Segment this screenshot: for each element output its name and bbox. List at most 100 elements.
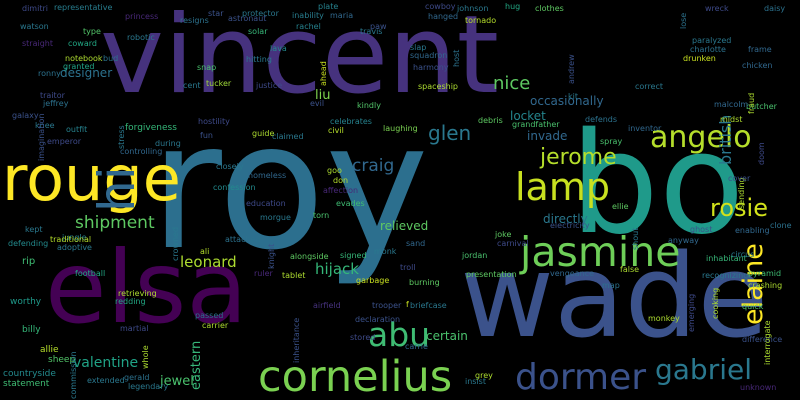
word-false: false: [620, 265, 640, 274]
word-goo: goo: [327, 166, 342, 175]
word-directly: directly: [543, 212, 588, 226]
word-cover: cover: [728, 174, 751, 183]
word-lamp: lamp: [515, 165, 610, 209]
word-traditional: traditional: [50, 235, 92, 244]
word-granted: granted: [63, 62, 95, 71]
word-inhabitant: inhabitant: [706, 254, 747, 263]
word-knight: knight: [267, 243, 276, 269]
word-locket: locket: [510, 109, 546, 123]
word-snap: snap: [197, 63, 217, 72]
word-valentine: valentine: [73, 355, 139, 371]
word-map: map: [602, 281, 620, 290]
word-torn: torn: [313, 211, 330, 220]
word-ghost: ghost: [690, 225, 713, 234]
word-hijack: hijack: [315, 260, 359, 278]
word-type: type: [83, 27, 101, 36]
word-shout: shout: [631, 227, 640, 250]
word-rip: rip: [22, 256, 36, 267]
word-butcher: butcher: [746, 102, 777, 111]
word-forgiveness: forgiveness: [125, 123, 177, 133]
word-confession: confession: [213, 183, 256, 192]
word-vincent: vincent: [100, 0, 499, 118]
word-celebrates: celebrates: [330, 117, 372, 126]
word-resigns: resigns: [180, 16, 209, 25]
word-closely: closely: [216, 162, 244, 171]
word-evades: evades: [336, 199, 365, 208]
word-shipment: shipment: [75, 213, 155, 233]
word-claimed: claimed: [272, 132, 304, 141]
word-hanged: hanged: [428, 12, 459, 21]
word-midst: midst: [720, 115, 743, 124]
word-fun: fun: [200, 131, 213, 140]
word-wreck: wreck: [705, 4, 729, 13]
word-joke: joke: [495, 230, 512, 239]
word-carrier: carrier: [202, 321, 229, 330]
word-occasionally: occasionally: [530, 94, 604, 108]
word-during: during: [155, 139, 181, 148]
word-cooking: cooking: [711, 287, 720, 319]
word-travis: travis: [360, 27, 383, 36]
word-jordan: jordan: [462, 251, 488, 260]
word-laughing: laughing: [383, 124, 418, 133]
word-homeless: homeless: [248, 171, 287, 180]
word-gabriel: gabriel: [655, 353, 753, 386]
word-designer: designer: [60, 66, 113, 80]
word-monk: monk: [374, 247, 397, 256]
word-anyway: anyway: [668, 236, 699, 245]
word-tablet: tablet: [282, 271, 306, 280]
word-circus: circus: [731, 250, 755, 259]
word-evil: evil: [310, 99, 325, 108]
word-spaceship: spaceship: [418, 82, 459, 91]
word-ronny: ronny: [38, 69, 61, 78]
word-passed: passed: [195, 311, 224, 320]
word-sand: sand: [406, 239, 426, 248]
word-nice: nice: [493, 73, 531, 94]
word-worthy: worthy: [10, 297, 42, 307]
word-drunken: drunken: [683, 54, 716, 63]
word-dormer: dormer: [515, 357, 647, 398]
word-countryside: countryside: [3, 369, 56, 379]
word-straight: straight: [22, 39, 54, 48]
word-whole: whole: [141, 345, 150, 369]
word-solar: solar: [248, 27, 268, 36]
word-lava: lava: [270, 44, 287, 53]
word-monkey: monkey: [648, 314, 680, 323]
word-wade: wade: [460, 230, 769, 364]
word-certain: certain: [426, 329, 468, 343]
word-bud: bud: [103, 54, 119, 63]
word-inability: inability: [292, 11, 324, 20]
word-maria: maria: [330, 11, 354, 20]
word-briefcase: briefcase: [410, 301, 447, 310]
word-star: star: [208, 9, 224, 18]
word-outfit: outfit: [66, 125, 88, 134]
word-grey: grey: [475, 371, 493, 380]
word-abu: abu: [368, 315, 431, 354]
word-invade: invade: [527, 129, 568, 143]
word-airfield: airfield: [313, 301, 341, 310]
word-kit: kit: [568, 92, 578, 101]
word-signed: signed: [340, 251, 367, 260]
word-electricity: electricity: [550, 221, 590, 230]
word-sheep: sheep: [48, 355, 76, 365]
word-dimitri: dimitri: [22, 4, 48, 13]
word-grandfather: grandfather: [512, 120, 560, 129]
word-eastern: eastern: [189, 340, 204, 390]
word-inventor: inventor: [628, 124, 662, 133]
word-adoptive: adoptive: [57, 243, 92, 252]
word-allie: allie: [40, 345, 59, 355]
word-squadron: squadron: [410, 51, 448, 60]
word-rouge: rouge: [2, 142, 181, 215]
word-inheritance: inheritance: [292, 317, 301, 363]
word-kindly: kindly: [357, 101, 381, 110]
word-vengeance: vengeance: [550, 269, 595, 278]
word-hi: hi: [88, 166, 146, 212]
word-unknown: unknown: [740, 383, 777, 392]
word-declaration: declaration: [355, 315, 401, 324]
word-crashing: crashing: [748, 281, 783, 290]
word-coward: coward: [68, 39, 97, 48]
word-morgue: morgue: [260, 213, 291, 222]
word-plate: plate: [318, 2, 339, 11]
word-angelo: angelo: [650, 120, 752, 155]
word-daisy: daisy: [764, 4, 786, 13]
word-affection: affection: [323, 186, 359, 195]
